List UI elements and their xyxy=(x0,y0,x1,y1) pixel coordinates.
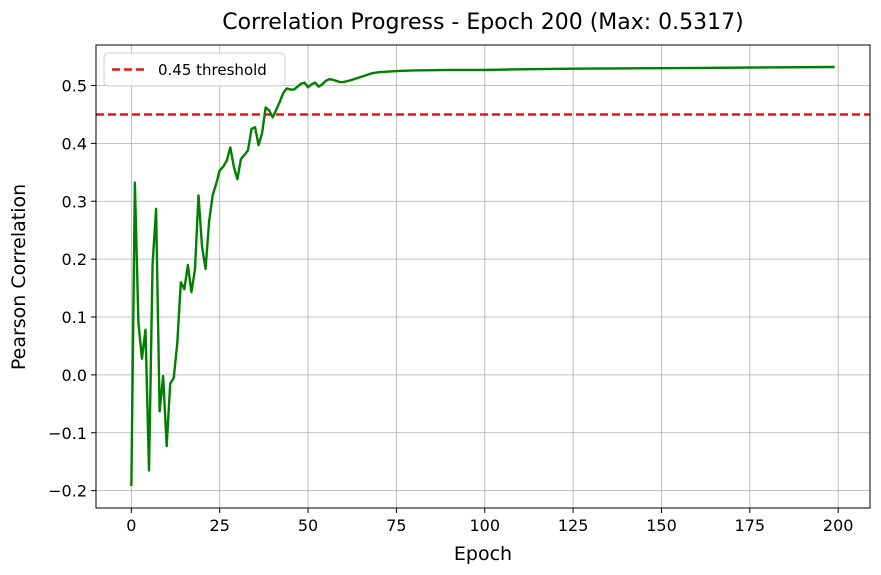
y-tick-label: 0.0 xyxy=(62,366,87,385)
plot-frame xyxy=(95,44,871,509)
x-tick-label: 50 xyxy=(298,516,318,535)
x-tick-label: 125 xyxy=(558,516,589,535)
y-tick-label: 0.3 xyxy=(62,192,87,211)
y-tick-label: 0.4 xyxy=(62,134,87,153)
x-tick-label: 100 xyxy=(469,516,500,535)
correlation-series-line xyxy=(130,65,835,487)
y-tick-label: 0.5 xyxy=(62,77,87,96)
y-tick-label: 0.2 xyxy=(62,250,87,269)
legend-box xyxy=(103,52,286,87)
grid xyxy=(96,45,870,508)
x-tick-label: 25 xyxy=(210,516,230,535)
legend-threshold-label: 0.45 threshold xyxy=(158,61,267,79)
x-axis-label: Epoch xyxy=(454,543,512,565)
legend: 0.45 threshold xyxy=(103,52,286,87)
x-tick-label: 75 xyxy=(386,516,406,535)
series-layer xyxy=(130,65,835,487)
y-tick-label: −0.1 xyxy=(48,424,87,443)
x-tick-label: 150 xyxy=(646,516,677,535)
x-tick-label: 175 xyxy=(735,516,766,535)
x-tick-label: 200 xyxy=(823,516,854,535)
y-ticks: −0.2 −0.1 0.0 0.1 0.2 0.3 0.4 0.5 xyxy=(48,77,96,501)
chart-title: Correlation Progress - Epoch 200 (Max: 0… xyxy=(222,10,744,35)
x-ticks: 0 25 50 75 100 125 150 175 200 xyxy=(126,508,853,535)
x-tick-label: 0 xyxy=(126,516,136,535)
y-axis-label: Pearson Correlation xyxy=(8,184,30,370)
y-tick-label: −0.2 xyxy=(48,482,87,501)
y-tick-label: 0.1 xyxy=(62,308,87,327)
